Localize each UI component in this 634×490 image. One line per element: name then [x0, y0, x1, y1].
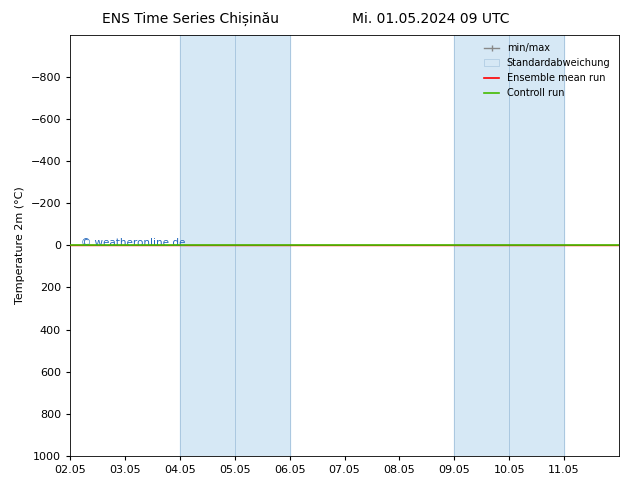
Legend: min/max, Standardabweichung, Ensemble mean run, Controll run: min/max, Standardabweichung, Ensemble me…: [481, 40, 614, 102]
Text: © weatheronline.de: © weatheronline.de: [81, 238, 185, 248]
Bar: [455, 35, 564, 456]
Text: Mi. 01.05.2024 09 UTC: Mi. 01.05.2024 09 UTC: [353, 12, 510, 26]
Bar: [180, 35, 290, 456]
Y-axis label: Temperature 2m (°C): Temperature 2m (°C): [15, 186, 25, 304]
Text: ENS Time Series Chișinău: ENS Time Series Chișinău: [101, 12, 279, 26]
